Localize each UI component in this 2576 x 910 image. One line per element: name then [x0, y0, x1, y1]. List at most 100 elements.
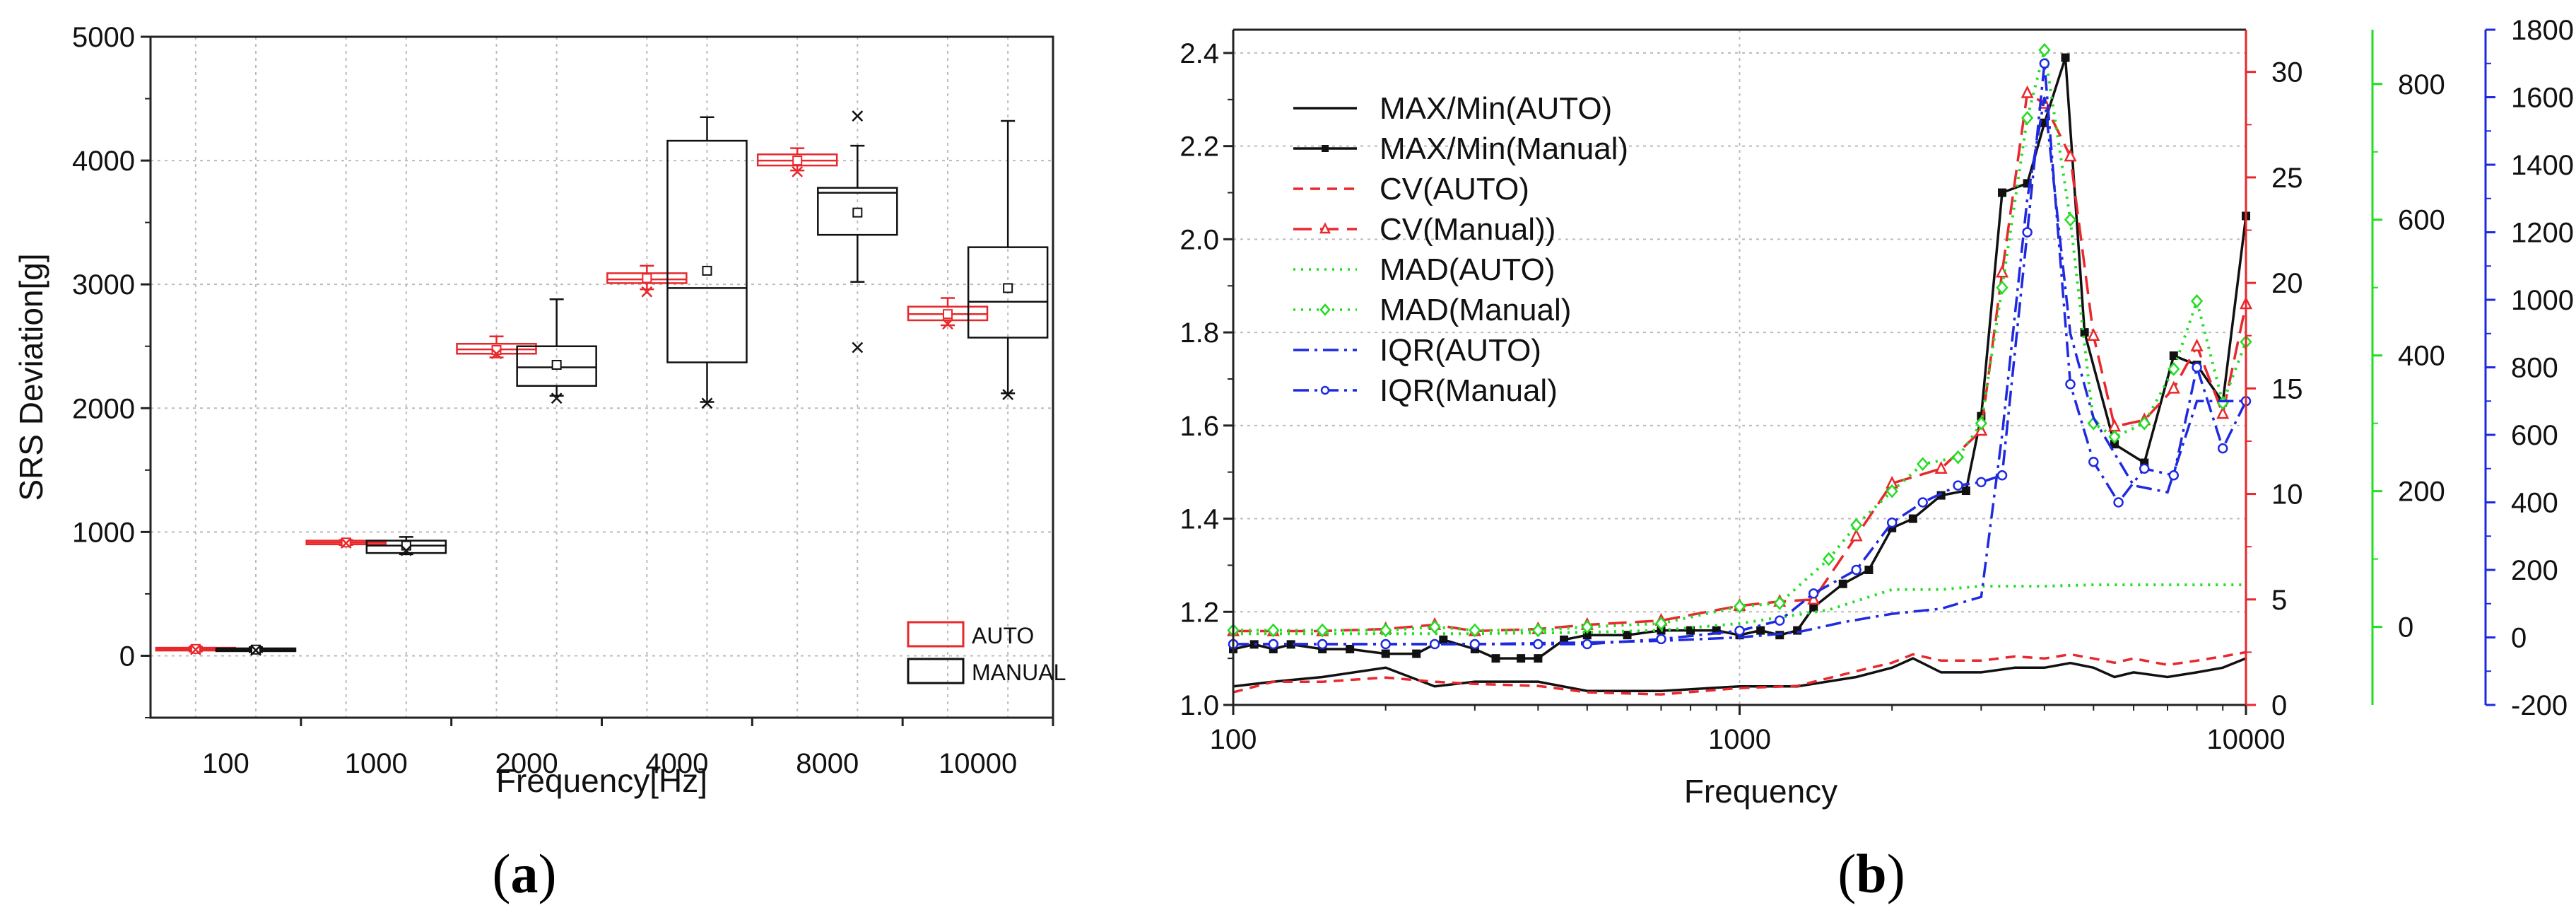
- series-line: [1233, 651, 2247, 696]
- right-tick-label: 15: [2271, 373, 2303, 404]
- right-tick-label: 25: [2271, 163, 2303, 194]
- caption-a-letter: a: [511, 843, 539, 904]
- box-iqr: [365, 539, 447, 554]
- series-line: [1233, 91, 2247, 633]
- series-marker: [2168, 470, 2180, 481]
- right-tick-label: 1400: [2511, 150, 2574, 181]
- series-marker: [2167, 380, 2180, 394]
- right-tick-label: 400: [2398, 341, 2445, 372]
- series-marker: [2065, 379, 2076, 390]
- legend-manual-swatch: [907, 658, 965, 684]
- box-iqr: [516, 345, 597, 387]
- series-marker: [1654, 616, 1668, 631]
- series-marker: [1864, 566, 1874, 574]
- legend-marker: [1322, 145, 1329, 152]
- box-outlier: [942, 318, 953, 330]
- box-auto-2000: [456, 335, 537, 360]
- series-marker: [1995, 264, 2009, 278]
- legend-entry: IQR(Manual): [1293, 373, 1558, 408]
- series-marker: [1917, 457, 1929, 472]
- box-outlier: [490, 348, 502, 360]
- box-iqr: [817, 187, 898, 236]
- right-tick-label: 800: [2398, 69, 2445, 100]
- legend-label: MAX/Min(AUTO): [1380, 91, 1612, 126]
- x-tick-label: 10000: [939, 748, 1017, 779]
- series-marker: [2217, 443, 2228, 454]
- right-tick-label: 800: [2511, 353, 2558, 384]
- series-marker: [1267, 623, 1280, 638]
- box-mean: [943, 309, 953, 320]
- series-marker: [1851, 564, 1862, 576]
- right-tick-label: 200: [2398, 477, 2445, 508]
- legend-marker: [1320, 385, 1330, 395]
- y-tick-label: 2.0: [1180, 224, 1219, 255]
- series-marker: [2190, 338, 2204, 351]
- box-mean: [551, 359, 562, 370]
- box-outlier: [551, 392, 563, 404]
- series-marker: [1429, 638, 1440, 650]
- series-iqr-manual-: [1228, 58, 2252, 650]
- right-tick-label: 0: [2511, 623, 2527, 654]
- box-outlier: [250, 644, 261, 656]
- box-outlier: [1002, 389, 1014, 400]
- box-outlier: [792, 165, 804, 177]
- legend-label: IQR(AUTO): [1380, 333, 1541, 368]
- box-manual-10000: [967, 119, 1049, 400]
- box-auto-4000: [606, 264, 688, 298]
- x-tick-label: 100: [202, 748, 249, 779]
- right-tick-label: 1000: [2511, 285, 2574, 316]
- series-marker: [2064, 212, 2077, 227]
- right-tick-label: 30: [2271, 57, 2303, 88]
- panel-b-x-axis-title: Frequency: [1684, 773, 1837, 810]
- legend-label: MAD(AUTO): [1380, 252, 1555, 287]
- panel-b-legend: MAX/Min(AUTO) MAX/Min(Manual) CV(AUTO) CV(M…: [1293, 91, 1628, 408]
- series-marker: [2169, 351, 2178, 361]
- caption-b-letter: b: [1856, 843, 1886, 904]
- caption-a: (a): [493, 843, 557, 904]
- series-marker: [2021, 85, 2034, 98]
- legend-entry: CV(Manual)): [1293, 212, 1555, 247]
- y-tick-label: 3000: [72, 269, 135, 301]
- series-marker: [1951, 450, 1965, 465]
- series-max-min-auto-: [1233, 657, 2247, 692]
- series-marker: [1428, 619, 1441, 634]
- box-manual-4000: [666, 116, 748, 409]
- series-marker: [2139, 463, 2150, 474]
- legend-entry: MAD(AUTO): [1293, 252, 1555, 287]
- legend-auto-swatch: [907, 621, 965, 648]
- box-outlier: [701, 397, 713, 409]
- series-marker: [1491, 654, 1500, 663]
- legend-entry: MAX/Min(AUTO): [1293, 91, 1612, 126]
- series-marker: [1756, 626, 1765, 635]
- series-marker: [1734, 625, 1745, 636]
- series-marker: [1623, 631, 1632, 640]
- series-marker: [1996, 280, 2009, 295]
- right-tick-label: -200: [2511, 690, 2568, 721]
- series-marker: [1774, 615, 1785, 626]
- series-marker: [2138, 416, 2151, 431]
- series-marker: [1380, 638, 1391, 650]
- box-outlier: [400, 544, 412, 556]
- box-outlier: [340, 537, 352, 549]
- series-marker: [2087, 327, 2100, 341]
- series-marker: [1773, 596, 1786, 610]
- legend-manual-label: MANUAL: [972, 660, 1066, 685]
- series-line: [1233, 57, 2247, 660]
- legend-entry: MAD(Manual): [1293, 293, 1571, 327]
- box-iqr: [967, 246, 1049, 339]
- right-tick-label: 20: [2271, 268, 2303, 299]
- y-tick-label: 1.0: [1180, 690, 1219, 721]
- box-mean: [852, 207, 863, 218]
- x-tick-label: 8000: [796, 748, 859, 779]
- box-manual-2000: [516, 298, 597, 404]
- series-marker: [1807, 591, 1821, 605]
- right-tick-label: 1800: [2511, 15, 2574, 46]
- legend-label: CV(AUTO): [1380, 172, 1529, 206]
- x-tick-label: 1000: [345, 748, 408, 779]
- series-marker: [2061, 53, 2070, 62]
- box-mean: [702, 265, 712, 276]
- panel-a-legend: AUTO MANUAL: [907, 621, 1066, 685]
- series-marker: [1996, 470, 2008, 481]
